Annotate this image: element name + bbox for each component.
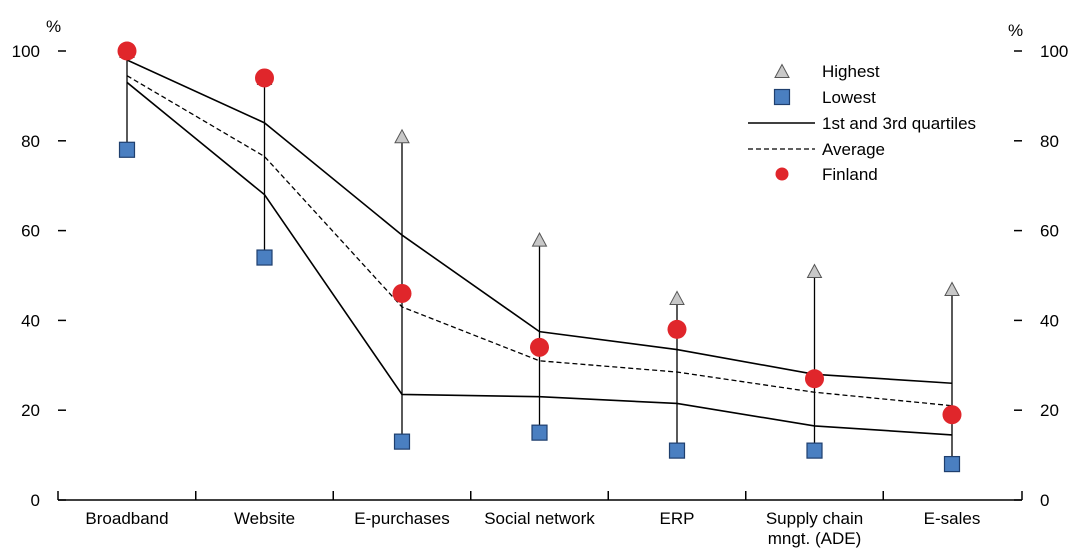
x-category-label: E-sales	[924, 509, 981, 528]
average-line	[126, 75, 953, 407]
axes-layer: % %	[46, 17, 1023, 501]
finland-marker	[530, 337, 549, 357]
finland-marker	[805, 369, 824, 389]
legend-average-label: Average	[822, 140, 885, 159]
finland-marker	[117, 41, 137, 61]
highest-marker	[669, 290, 685, 305]
x-category-label: Website	[234, 509, 295, 528]
legend-finland-label: Finland	[822, 165, 878, 184]
highest-marker	[944, 281, 960, 296]
y-tick-label-right: 60	[1040, 222, 1059, 241]
lowest-marker	[943, 455, 961, 473]
lowest-marker	[118, 141, 136, 158]
legend: Highest Lowest 1st and 3rd quartiles Averag…	[748, 62, 976, 184]
category-labels: Broadband Website E-purchases Social networ…	[85, 509, 980, 548]
lowest-marker	[806, 442, 823, 459]
y-tick-label-right: 80	[1040, 132, 1059, 151]
y-unit-right: %	[1008, 21, 1023, 40]
x-category-label: ERP	[660, 509, 695, 528]
y-unit-left: %	[46, 17, 61, 36]
y-tick-label-right: 20	[1040, 401, 1059, 420]
quartile-1-line	[126, 81, 953, 436]
lowest-marker	[256, 249, 273, 266]
highest-marker	[531, 232, 548, 247]
range-lines	[126, 51, 953, 465]
lowest-marker	[531, 424, 548, 441]
highest-marker	[394, 128, 410, 144]
legend-lowest-label: Lowest	[822, 88, 876, 107]
legend-quartiles-label: 1st and 3rd quartiles	[822, 114, 976, 133]
x-category-label: Supply chain	[766, 509, 863, 528]
x-category-label: Broadband	[85, 509, 168, 528]
y-tick-label-left: 0	[31, 491, 40, 510]
ticks-layer: 0 0 20 20 40 40 60 60 80 80 100 100	[12, 42, 1069, 510]
y-tick-label-right: 0	[1040, 491, 1049, 510]
y-tick-label-right: 40	[1040, 311, 1059, 330]
highest-marker	[806, 263, 823, 279]
finland-marker	[942, 405, 962, 425]
finland-marker	[392, 283, 412, 303]
legend-lowest-symbol	[773, 88, 791, 106]
legend-finland-symbol	[775, 167, 789, 181]
x-category-label: mngt. (ADE)	[768, 529, 862, 548]
x-category-label: E-purchases	[354, 509, 449, 528]
finland-marker	[667, 319, 687, 339]
y-tick-label-left: 100	[12, 42, 40, 61]
y-tick-label-left: 60	[21, 222, 40, 241]
series-markers	[117, 41, 962, 473]
finland-marker	[255, 68, 274, 88]
y-tick-label-left: 40	[21, 311, 40, 330]
lowest-marker	[668, 442, 686, 459]
y-tick-label-left: 80	[21, 132, 40, 151]
y-tick-label-right: 100	[1040, 42, 1068, 61]
x-category-label: Social network	[484, 509, 595, 528]
legend-highest-label: Highest	[822, 62, 880, 81]
y-tick-label-left: 20	[21, 401, 40, 420]
lowest-marker	[393, 433, 411, 450]
legend-highest-symbol	[774, 63, 790, 78]
